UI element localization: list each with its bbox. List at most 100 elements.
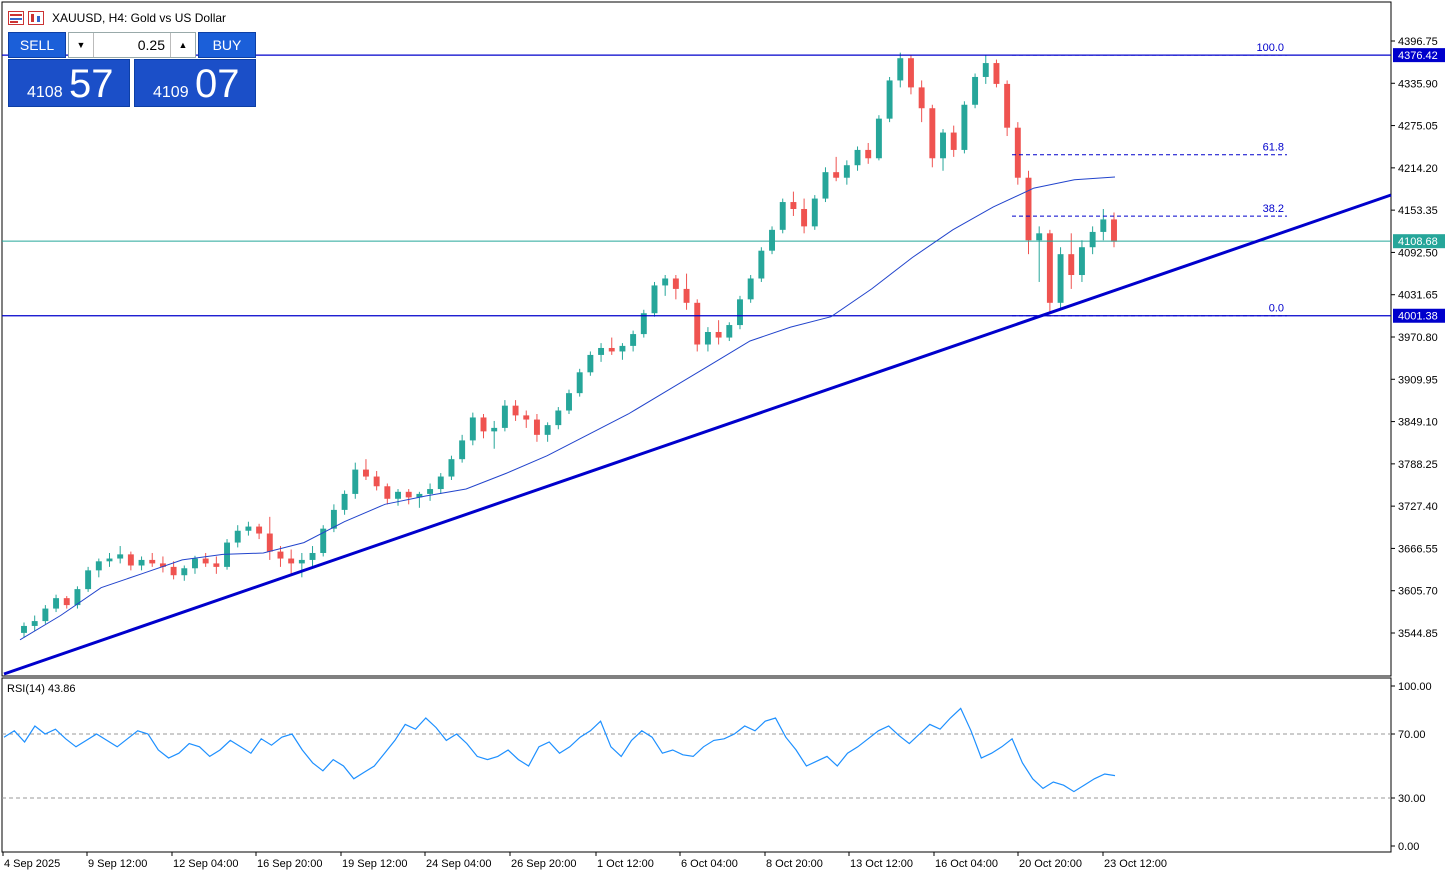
time-tick-label: 26 Sep 20:00 [511,858,576,870]
candle-body [95,561,102,571]
candle-body [501,405,508,428]
candle-body [715,331,722,338]
candle-body [747,278,754,300]
candle-body [993,63,1000,84]
sell-price-box[interactable]: 4108 57 [8,59,130,107]
sell-button[interactable]: SELL [8,32,66,58]
candle-body [320,528,327,553]
candle-body [149,559,156,564]
candle-body [940,132,946,159]
candle-body [298,559,305,564]
candle-body [31,621,38,626]
candle-body [1057,254,1064,303]
candle-body [266,533,273,552]
volume-field[interactable]: ▼ 0.25 ▲ [68,32,196,58]
candle-body [1046,233,1053,303]
candle-body [662,278,669,286]
time-tick-label: 19 Sep 12:00 [342,858,407,870]
candle-body [341,493,348,510]
candle-body [512,405,519,416]
sell-price-prefix: 4108 [27,84,63,101]
candle-body [961,104,968,150]
candle-body [42,608,49,622]
candle-body [694,302,701,345]
candle-body [395,491,401,499]
time-tick-label: 6 Oct 04:00 [681,858,738,870]
candle-body [801,208,808,227]
candle-body [459,440,466,460]
candle-body [373,476,380,487]
time-tick-label: 23 Oct 12:00 [1104,858,1167,870]
ascending-trendline [3,193,1392,676]
time-tick-label: 16 Oct 04:00 [935,858,998,870]
fib-level-label: 38.2 [1263,203,1284,215]
candle-body [726,325,733,338]
candle-body [127,554,134,566]
candle-body [737,299,743,326]
price-label-box [1393,308,1445,323]
candle-body [277,551,284,559]
candle-body [234,530,241,543]
candle-body [480,417,487,432]
time-tick-label: 8 Oct 20:00 [766,858,823,870]
candle-body [982,63,989,77]
candle-body [437,476,444,490]
volume-value[interactable]: 0.25 [137,37,165,53]
candle-body [1068,254,1075,276]
candle-body [427,489,434,494]
fib-level-label: 100.0 [1256,42,1284,54]
price-tick-label: 4396.75 [1398,36,1438,48]
rsi-line [3,707,1116,793]
trade-panel-icon[interactable] [28,11,44,25]
time-tick-label: 24 Sep 04:00 [426,858,491,870]
candle-body [106,558,113,562]
price-label-text: 4001.38 [1398,311,1438,323]
candle-body [533,419,540,435]
time-tick-label: 13 Oct 12:00 [850,858,913,870]
price-tick-label: 4092.50 [1398,247,1438,259]
candle-body [469,417,476,441]
candle-body [352,469,359,494]
buy-button[interactable]: BUY [198,32,256,58]
candle-body [972,76,979,105]
moving-average-line [19,176,1116,641]
chart-menu-icon[interactable] [8,11,24,25]
price-tick-label: 4031.65 [1398,290,1438,302]
candle-body [630,334,637,346]
candle-body [416,493,423,498]
candle-body [576,372,583,394]
symbol-title: XAUUSD, H4: Gold vs US Dollar [52,11,227,25]
candle-body [85,570,92,590]
candle-body [213,563,220,567]
candle-body [181,568,188,576]
candle-body [587,354,594,373]
candle-body [758,250,765,279]
candle-body [202,558,209,564]
candle-body [362,469,369,477]
candle-body [1078,247,1085,276]
price-tick-label: 4275.05 [1398,121,1438,133]
buy-price-prefix: 4109 [153,84,189,101]
symbol-header: XAUUSD, H4: Gold vs US Dollar [8,9,226,27]
candle-body [704,331,711,345]
price-tick-label: 3605.70 [1398,586,1438,598]
volume-decrease-icon[interactable]: ▼ [69,33,94,57]
rsi-tick-label: 0.00 [1398,841,1419,853]
candle-body [1036,233,1043,241]
price-label-text: 4376.42 [1398,50,1438,62]
price-tick-label: 3788.25 [1398,459,1438,471]
candle-body [138,559,145,566]
candle-body [384,486,391,499]
candle-body [683,288,690,303]
candle-body [779,202,786,230]
candle-body [63,598,70,606]
candle-body [811,198,818,227]
candle-body [21,625,27,633]
price-label-box [1393,234,1445,249]
buy-price-box[interactable]: 4109 07 [134,59,256,107]
candle-body [897,58,904,81]
candle-body [619,345,626,352]
sell-price-pips: 57 [69,62,114,106]
volume-increase-icon[interactable]: ▲ [170,33,195,57]
